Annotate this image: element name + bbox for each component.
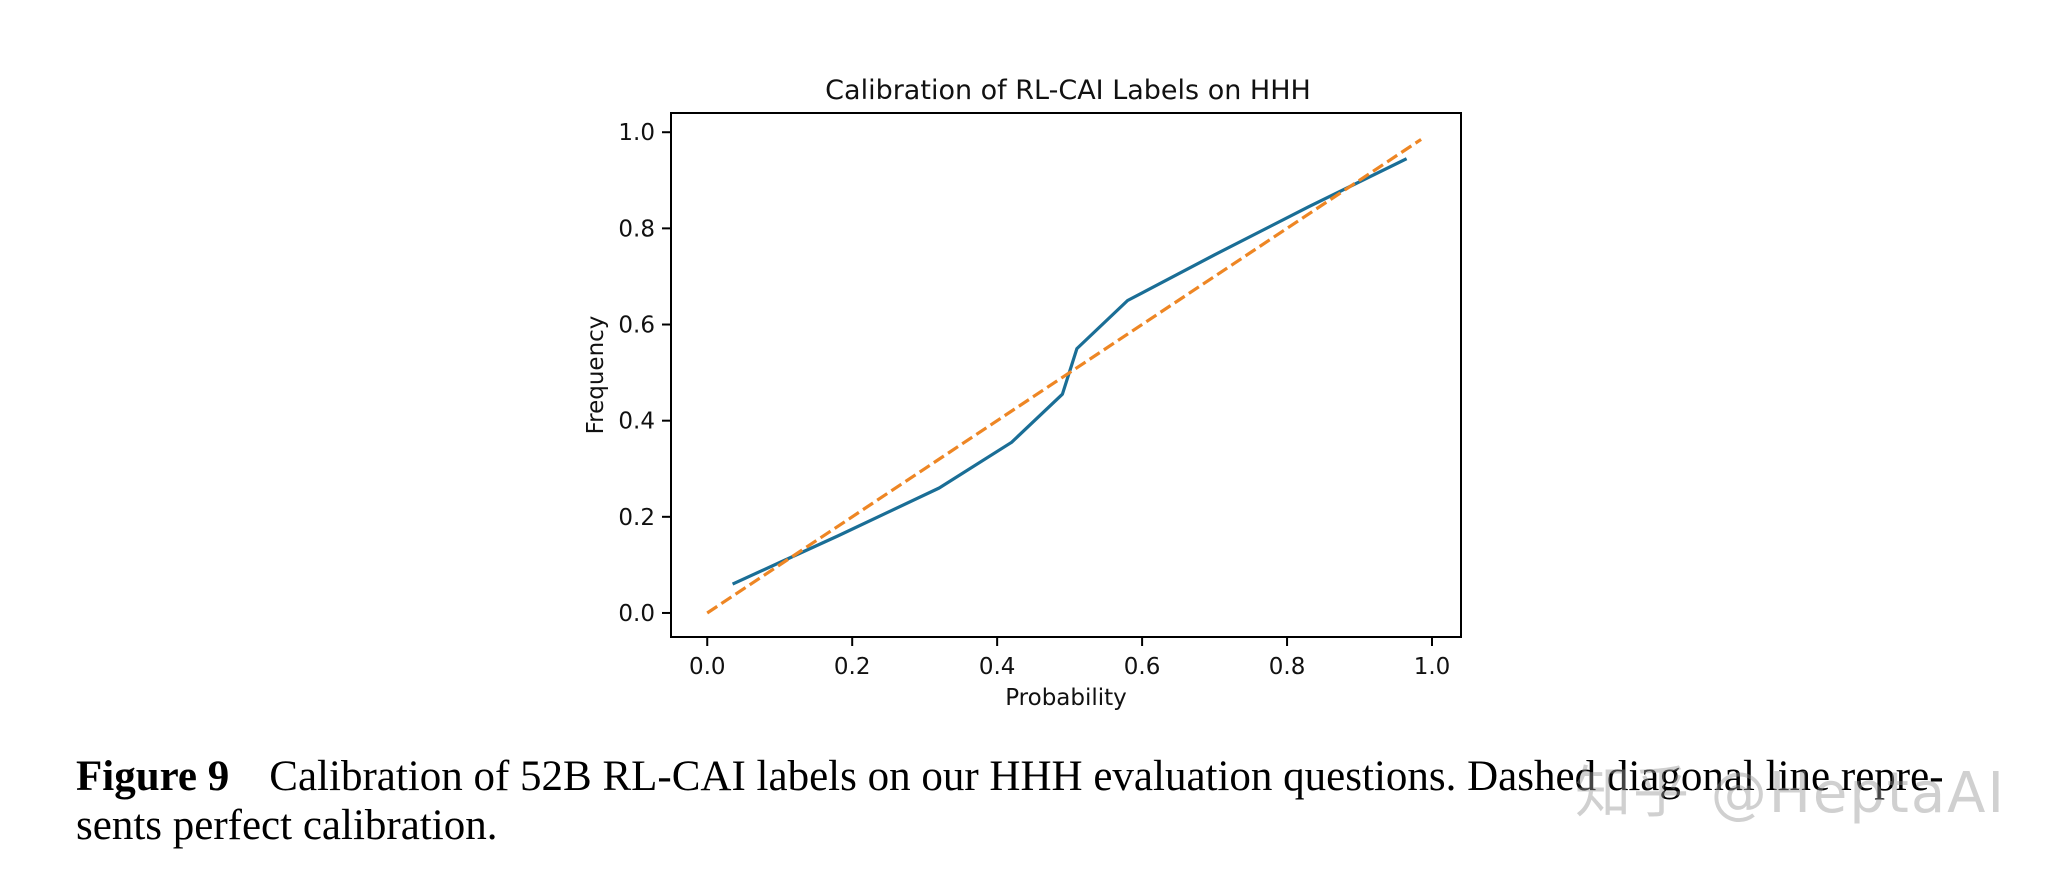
y-tick-label: 0.2 (618, 505, 655, 531)
chart-title: Calibration of RL-CAI Labels on HHH (825, 75, 1311, 106)
y-tick-label: 1.0 (618, 120, 655, 146)
x-tick-label: 1.0 (1414, 654, 1451, 680)
chart-series (706, 138, 1422, 615)
plot-frame (670, 112, 1462, 638)
calibration-series-line (731, 157, 1408, 586)
caption-text-1: Calibration of 52B RL-CAI labels on our … (269, 753, 1944, 800)
y-tick-label: 0.4 (618, 409, 655, 435)
x-tick-label: 0.4 (979, 654, 1016, 680)
x-tick-label: 0.8 (1269, 654, 1306, 680)
caption-line-2: sents perfect calibration. (76, 802, 498, 849)
caption-line-1: Figure 9 Calibration of 52B RL-CAI labels… (76, 752, 1976, 801)
site-watermark: 知乎 @HeptaAI (1574, 761, 2006, 826)
x-tick-label: 0.2 (834, 654, 871, 680)
x-axis-label: Probability (1005, 685, 1127, 711)
y-axis-ticks: 0.0 0.2 0.4 0.6 0.8 1.0 (618, 120, 671, 627)
perfect-calibration-line (706, 138, 1422, 615)
y-axis-label: Frequency (583, 316, 609, 435)
y-tick-label: 0.8 (618, 216, 655, 242)
x-tick-label: 0.0 (689, 654, 726, 680)
x-tick-label: 0.6 (1124, 654, 1161, 680)
figure-label: Figure 9 (76, 753, 230, 800)
figure-caption: Figure 9 Calibration of 52B RL-CAI labels… (76, 752, 1976, 850)
calibration-chart: Calibration of RL-CAI Labels on HHH 0.00… (583, 75, 1462, 711)
x-axis-ticks: 0.0 0.2 0.4 0.6 0.8 1.0 (689, 637, 1450, 680)
y-tick-label: 0.6 (618, 313, 655, 339)
y-tick-label: 0.0 (618, 601, 655, 627)
